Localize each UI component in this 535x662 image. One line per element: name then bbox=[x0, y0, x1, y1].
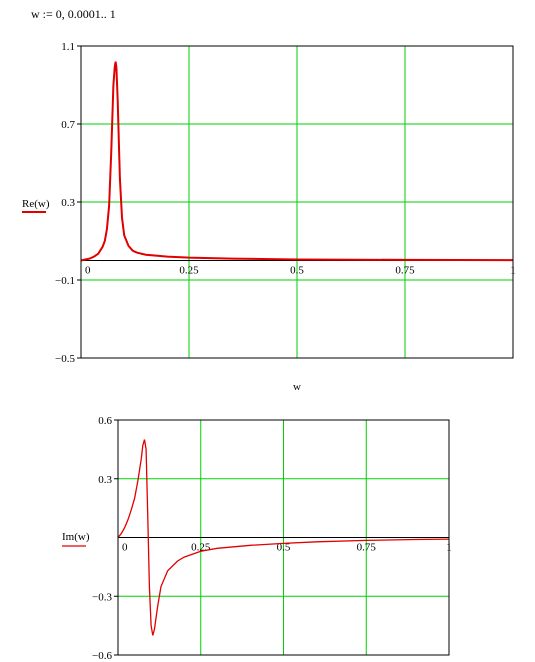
re-chart: 1.10.70.3−0.1−0.5 0 0.25 0.5 0.75 1 Re(w) w bbox=[22, 41, 516, 393]
im-y-tick-labels: 0.6 0.3 −0.3 −0.6 bbox=[92, 415, 112, 662]
im-y-tick-label: 0.3 bbox=[98, 474, 112, 486]
im-y-tick-label: −0.6 bbox=[92, 650, 112, 662]
im-axes bbox=[114, 419, 449, 656]
im-y-tick-label: 0.6 bbox=[98, 415, 112, 427]
im-x-tick-label: 0.75 bbox=[357, 542, 377, 554]
re-y-axis-label: Re(w) bbox=[22, 198, 50, 210]
re-y-tick-label: 0.3 bbox=[61, 197, 75, 209]
range-variable-definition: w := 0, 0.0001.. 1 bbox=[31, 7, 116, 21]
re-y-tick-label: −0.5 bbox=[55, 353, 75, 365]
re-x-tick-label: 0 bbox=[85, 265, 91, 277]
im-y-tick-label: −0.3 bbox=[92, 591, 112, 603]
re-x-tick-labels: 0 0.25 0.5 0.75 1 bbox=[85, 265, 516, 277]
re-grid bbox=[81, 45, 514, 358]
re-x-tick-label: 0.75 bbox=[395, 265, 415, 277]
im-chart: 0.60.3−0.3−0.6 0 0.25 0.5 0.75 1 Im(w) bbox=[62, 415, 452, 662]
re-x-tick-label: 0.25 bbox=[179, 265, 199, 277]
re-series-line bbox=[80, 61, 514, 262]
re-y-tick-label: 0.7 bbox=[61, 119, 75, 131]
re-y-tick-labels: 1.1 0.7 0.3 −0.1 −0.5 bbox=[55, 41, 75, 365]
re-x-tick-label: 0.5 bbox=[290, 265, 304, 277]
x-axis-label-w: w bbox=[293, 381, 301, 393]
im-x-tick-label: 0.5 bbox=[277, 542, 291, 554]
re-plot-frame bbox=[80, 45, 514, 359]
re-y-tick-label: −0.1 bbox=[55, 275, 75, 287]
im-series-line bbox=[117, 439, 450, 636]
im-y-axis-label: Im(w) bbox=[62, 531, 90, 543]
im-plot-frame bbox=[117, 419, 450, 656]
im-x-tick-label: 0 bbox=[122, 542, 128, 554]
re-y-tick-label: 1.1 bbox=[61, 41, 75, 53]
